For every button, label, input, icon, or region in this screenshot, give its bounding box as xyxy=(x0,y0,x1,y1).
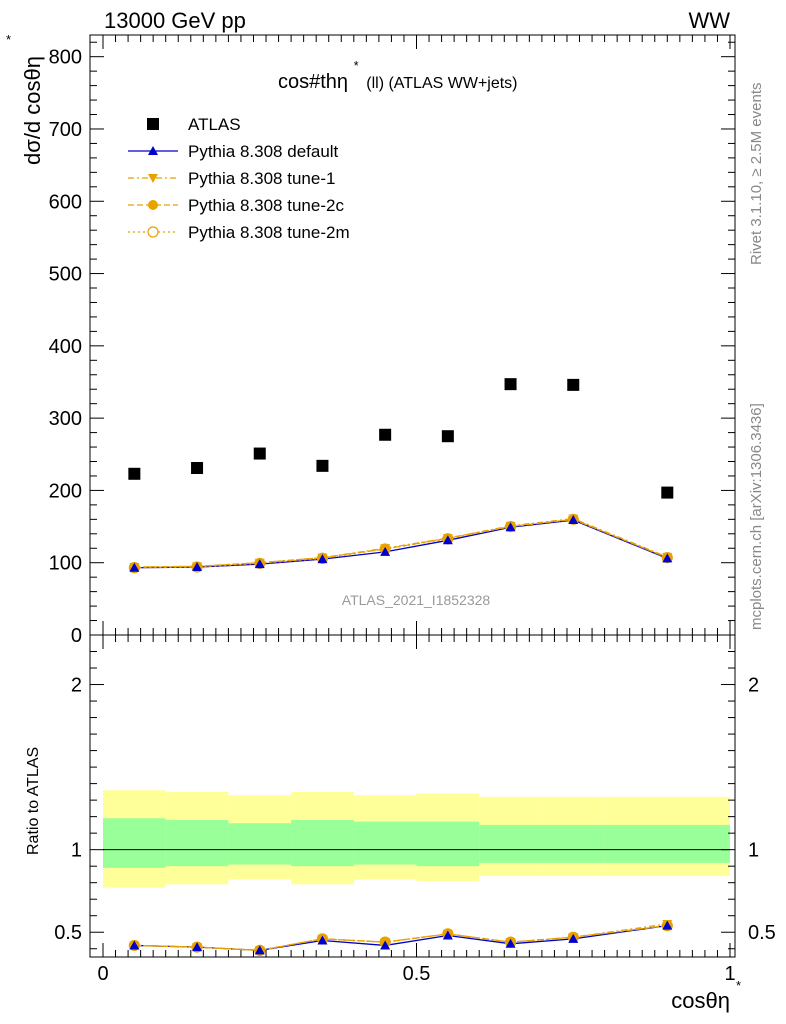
upper-point-0 xyxy=(567,378,580,391)
upper-point-1 xyxy=(317,554,328,564)
xlabel: cosθη xyxy=(671,988,730,1013)
ratio-ytick-label-right: 2 xyxy=(748,675,759,697)
ylabel-upper: dσ/d cosθη xyxy=(20,56,45,165)
xlabel-main: cosθη xyxy=(671,988,730,1013)
upper-point-1 xyxy=(505,522,516,532)
ratio-line-2 xyxy=(134,924,668,952)
chart-title-rest: (ll) (ATLAS WW+jets) xyxy=(366,75,517,92)
header-right: WW xyxy=(688,8,730,33)
ratio-point-0 xyxy=(380,940,391,950)
ylabel-ratio: Ratio to ATLAS xyxy=(25,747,42,855)
ratio-point-0 xyxy=(129,940,140,950)
upper-point-1 xyxy=(442,535,453,545)
legend-label-1: Pythia 8.308 default xyxy=(188,142,339,161)
ratio-ytick-label-right: 1 xyxy=(748,840,759,862)
chart-title-sup: * xyxy=(354,58,359,73)
upper-point-0 xyxy=(441,430,454,443)
ratio-ytick-label: 1 xyxy=(71,840,82,862)
analysis-watermark: ATLAS_2021_I1852328 xyxy=(342,592,491,608)
ratio-point-0 xyxy=(254,945,265,955)
upper-frame xyxy=(89,34,736,636)
chart-title-main: cos#thη xyxy=(278,71,348,93)
upper-point-0 xyxy=(504,378,517,391)
rivet-label: Rivet 3.1.10, ≥ 2.5M events xyxy=(748,83,765,266)
upper-point-0 xyxy=(191,462,204,475)
legend: ATLAS Pythia 8.308 default Pythia 8.308 tu… xyxy=(128,115,350,242)
upper-line-3 xyxy=(134,518,668,568)
xtick-label: 0.5 xyxy=(403,963,431,985)
upper-ytick-label: 100 xyxy=(49,553,82,575)
upper-point-0 xyxy=(253,447,266,460)
mcplots-label: mcplots.cern.ch [arXiv:1306.3436] xyxy=(748,403,765,630)
ratio-frame xyxy=(89,634,736,958)
ylabel-upper-sup: * xyxy=(6,32,11,47)
upper-panel: 0 100 200 300 400 500 600 700 800 xyxy=(49,34,736,647)
band-green-6 xyxy=(479,824,542,863)
ratio-ytick-label: 2 xyxy=(71,675,82,697)
ylabel-upper-main: dσ/d cosθη xyxy=(20,56,45,165)
upper-ytick-label: 400 xyxy=(49,336,82,358)
xtick-label: 1 xyxy=(724,963,735,985)
upper-ytick-label: 200 xyxy=(49,480,82,502)
ratio-point-0 xyxy=(442,930,453,940)
upper-ytick-label: 600 xyxy=(49,191,82,213)
legend-marker-2 xyxy=(148,174,158,183)
upper-line-2 xyxy=(134,517,668,568)
ratio-point-0 xyxy=(662,920,673,930)
legend-label-4: Pythia 8.308 tune-2m xyxy=(188,223,350,242)
legend-marker-3 xyxy=(148,200,158,210)
upper-ytick-label: 700 xyxy=(49,119,82,141)
legend-label-0: ATLAS xyxy=(188,115,241,134)
ratio-point-0 xyxy=(505,938,516,948)
upper-point-1 xyxy=(380,546,391,556)
ratio-panel: 0 0.5 1 0.5 0.5 1 1 2 2 xyxy=(54,634,776,985)
legend-label-3: Pythia 8.308 tune-2c xyxy=(188,196,344,215)
ratio-line-0 xyxy=(134,924,668,952)
legend-marker-4 xyxy=(147,226,159,238)
upper-point-1 xyxy=(568,515,579,525)
upper-point-0 xyxy=(661,486,674,499)
xtick-label: 0 xyxy=(97,963,108,985)
upper-point-1 xyxy=(662,553,673,563)
legend-label-2: Pythia 8.308 tune-1 xyxy=(188,169,335,188)
band-green-3 xyxy=(291,819,354,867)
xlabel-sup: * xyxy=(736,978,741,993)
ratio-point-0 xyxy=(192,942,203,952)
upper-ytick-label: 500 xyxy=(49,264,82,286)
ratio-point-0 xyxy=(568,933,579,943)
upper-point-1 xyxy=(129,562,140,572)
chart-title: cos#thη * (ll) (ATLAS WW+jets) xyxy=(278,53,518,93)
upper-line-1 xyxy=(134,519,668,569)
band-green-5 xyxy=(416,821,480,867)
upper-point-0 xyxy=(316,459,329,472)
upper-ytick-label: 300 xyxy=(49,408,82,430)
band-green-4 xyxy=(353,821,417,865)
band-green-1 xyxy=(165,819,229,867)
band-green-0 xyxy=(103,818,166,868)
ratio-line-3 xyxy=(134,924,668,952)
band-green-8 xyxy=(604,824,730,863)
ratio-ytick-label: 0.5 xyxy=(54,922,82,944)
legend-marker-1 xyxy=(148,146,158,155)
upper-point-0 xyxy=(379,428,392,441)
upper-point-0 xyxy=(128,467,141,480)
upper-point-1 xyxy=(192,562,203,572)
upper-line-4 xyxy=(134,518,668,569)
band-green-7 xyxy=(541,824,605,863)
upper-ytick-label: 0 xyxy=(71,625,82,647)
ratio-point-0 xyxy=(317,935,328,945)
upper-ytick-label: 800 xyxy=(49,47,82,69)
ratio-ytick-label-right: 0.5 xyxy=(748,922,776,944)
legend-marker-0 xyxy=(147,118,159,130)
band-green-2 xyxy=(228,823,292,865)
header-left: 13000 GeV pp xyxy=(104,8,246,33)
upper-point-1 xyxy=(254,559,265,569)
